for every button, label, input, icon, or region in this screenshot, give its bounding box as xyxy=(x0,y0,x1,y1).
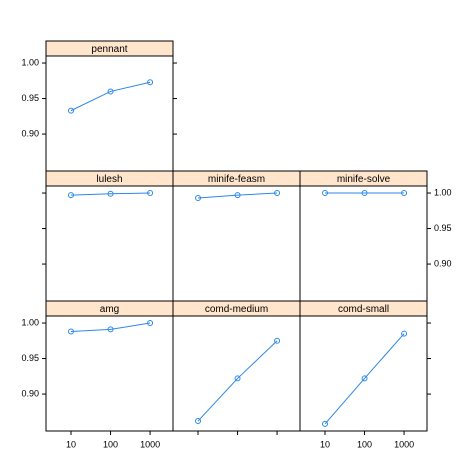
series-line xyxy=(70,192,151,196)
strip-label: comd-small xyxy=(338,304,389,315)
point xyxy=(401,190,408,197)
point xyxy=(68,192,75,199)
y-tick-label: 0.90 xyxy=(434,258,452,268)
strip-label: comd-medium xyxy=(205,304,268,315)
strip-label: lulesh xyxy=(96,174,122,185)
panel xyxy=(299,315,428,432)
y-tick-label: 1.00 xyxy=(21,57,39,67)
panel xyxy=(299,185,428,302)
point xyxy=(274,337,281,344)
point xyxy=(68,107,75,114)
point xyxy=(322,190,329,197)
x-tick-label: 1000 xyxy=(140,439,160,449)
series-line xyxy=(197,192,278,199)
y-tick-label: 0.95 xyxy=(434,223,452,233)
point xyxy=(322,420,329,427)
strip-label: minife-feasm xyxy=(208,174,265,185)
strip-label: amg xyxy=(100,304,119,315)
series-line xyxy=(324,333,405,425)
y-tick-label: 1.00 xyxy=(434,187,452,197)
y-tick-label: 0.95 xyxy=(21,353,39,363)
x-tick-label: 1000 xyxy=(394,439,414,449)
point xyxy=(68,328,75,335)
panel xyxy=(172,315,301,432)
point xyxy=(234,192,241,199)
x-tick-label: 100 xyxy=(357,439,372,449)
panel xyxy=(45,55,174,172)
point xyxy=(147,79,154,86)
point xyxy=(147,320,154,327)
panel xyxy=(172,185,301,302)
point xyxy=(107,88,114,95)
x-tick-label: 100 xyxy=(103,439,118,449)
point xyxy=(107,326,114,333)
point xyxy=(274,190,281,197)
y-tick-label: 0.90 xyxy=(21,128,39,138)
y-tick-label: 0.95 xyxy=(21,93,39,103)
series-line xyxy=(70,322,151,333)
y-tick-label: 0.90 xyxy=(21,388,39,398)
series-line xyxy=(70,81,151,112)
point xyxy=(234,375,241,382)
point xyxy=(147,190,154,197)
point xyxy=(361,190,368,197)
strip-label: minife-solve xyxy=(337,174,391,185)
point xyxy=(195,195,202,202)
point xyxy=(195,418,202,425)
point xyxy=(401,330,408,337)
panel xyxy=(45,185,174,302)
strip-label: pennant xyxy=(91,44,127,55)
point xyxy=(107,190,114,197)
y-tick-label: 1.00 xyxy=(21,317,39,327)
panel xyxy=(45,315,174,432)
point xyxy=(361,375,368,382)
x-tick-label: 10 xyxy=(66,439,76,449)
x-tick-label: 10 xyxy=(320,439,330,449)
series-line xyxy=(197,340,278,422)
